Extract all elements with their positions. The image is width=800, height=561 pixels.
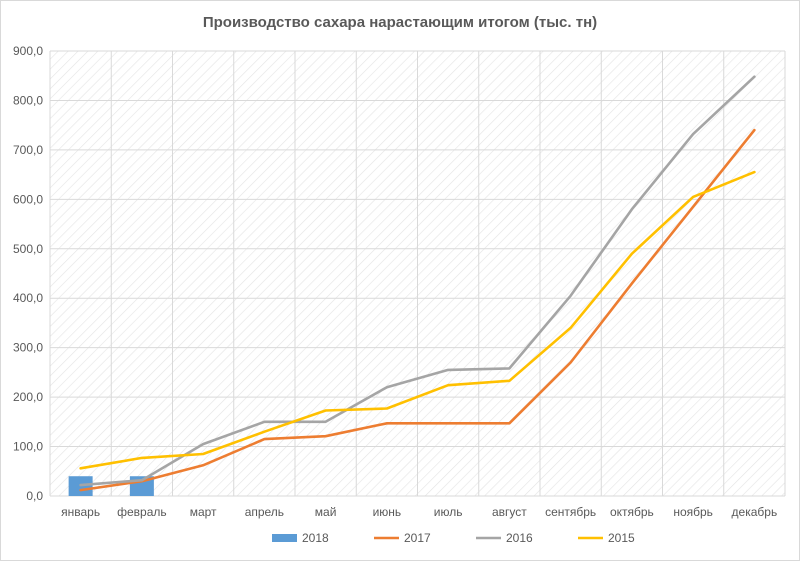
- y-tick-label: 300,0: [13, 341, 43, 355]
- x-tick-label: июль: [434, 505, 463, 519]
- line-series: [79, 75, 756, 492]
- legend-label-2015: 2015: [608, 531, 635, 545]
- x-tick-label: апрель: [245, 505, 284, 519]
- legend-label-2016: 2016: [506, 531, 533, 545]
- x-tick-label: декабрь: [732, 505, 778, 519]
- y-tick-label: 0,0: [26, 489, 43, 503]
- y-tick-label: 600,0: [13, 192, 43, 206]
- y-tick-label: 200,0: [13, 390, 43, 404]
- y-tick-label: 100,0: [13, 440, 43, 454]
- x-tick-label: май: [315, 505, 337, 519]
- y-tick-label: 500,0: [13, 242, 43, 256]
- chart-title: Производство сахара нарастающим итогом (…: [203, 14, 597, 31]
- gridlines: [49, 50, 786, 497]
- x-tick-label: июнь: [373, 505, 402, 519]
- x-tick-label: февраль: [117, 505, 167, 519]
- legend-label-2018: 2018: [302, 531, 329, 545]
- x-tick-label: январь: [61, 505, 100, 519]
- x-tick-label: октябрь: [610, 505, 654, 519]
- y-tick-label: 800,0: [13, 93, 43, 107]
- line-2016: [79, 75, 756, 487]
- x-tick-label: сентябрь: [545, 505, 596, 519]
- y-tick-label: 900,0: [13, 44, 43, 58]
- line-2015: [79, 170, 756, 470]
- x-tick-label: ноябрь: [673, 505, 713, 519]
- line-2017: [79, 128, 756, 492]
- legend-swatch-2018: [272, 534, 297, 542]
- x-tick-label: март: [190, 505, 217, 519]
- legend-label-2017: 2017: [404, 531, 431, 545]
- y-axis: 0,0 100,0 200,0 300,0 400,0 500,0 600,0 700,0 80…: [13, 44, 43, 503]
- x-axis: январь февраль март апрель май июнь июль август…: [61, 505, 777, 519]
- y-tick-label: 400,0: [13, 291, 43, 305]
- x-tick-label: август: [492, 505, 527, 519]
- legend: 2018 2017 2016 2015: [272, 531, 635, 545]
- y-tick-label: 700,0: [13, 143, 43, 157]
